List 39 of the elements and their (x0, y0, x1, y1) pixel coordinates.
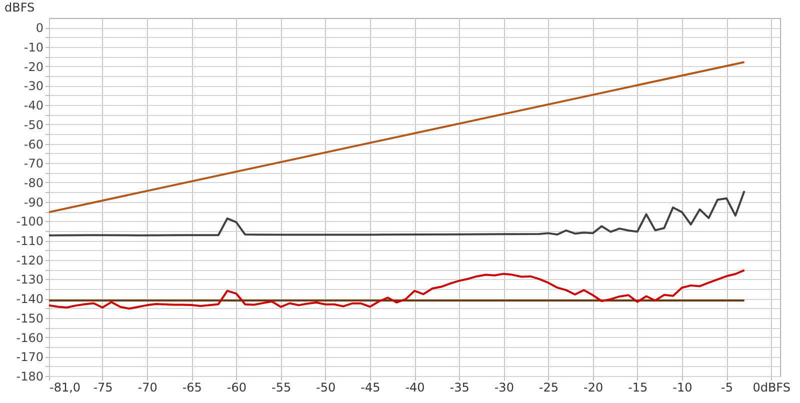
y-axis-title: dBFS (4, 0, 35, 14)
x-tick-label: -15 (628, 380, 648, 394)
y-tick-label: -120 (16, 253, 44, 268)
x-tick-label: -70 (138, 380, 158, 394)
y-tick-label: -70 (24, 156, 44, 171)
x-tick-label: -40 (405, 380, 425, 394)
y-tick-label: -170 (16, 350, 44, 364)
y-tick-label: -10 (24, 40, 44, 55)
y-tick-label: -50 (24, 118, 44, 132)
x-tick-label: -65 (182, 380, 202, 394)
x-tick-label: -20 (583, 380, 604, 394)
x-tick-label: -55 (271, 380, 292, 394)
x-tick-label: -10 (672, 380, 692, 394)
y-tick-label: -140 (16, 292, 44, 306)
x-tick-label: -60 (226, 380, 247, 394)
x-tick-label: -45 (360, 380, 380, 394)
x-tick-label: -75 (93, 380, 113, 394)
x-tick-label: -81,0 (50, 380, 81, 394)
x-tick-label: -5 (721, 380, 733, 394)
x-tick-label: -50 (316, 380, 336, 394)
y-tick-label: -180 (16, 370, 44, 384)
line-series (49, 190, 746, 236)
x-tick-label: -35 (450, 380, 470, 394)
line-series (49, 269, 746, 310)
y-tick-label: -100 (16, 214, 44, 229)
y-tick-label: -60 (24, 137, 44, 152)
x-tick-label: -25 (538, 380, 559, 394)
y-tick-label: -110 (16, 234, 44, 248)
y-tick-label: -150 (16, 311, 44, 326)
y-tick-label: -90 (24, 195, 44, 210)
y-tick-label: -30 (24, 79, 44, 94)
y-tick-label: -20 (24, 60, 44, 74)
y-tick-label: -40 (24, 98, 44, 113)
y-tick-label: -80 (24, 176, 44, 190)
x-tick-label: 0dBFS (752, 380, 790, 394)
y-tick-label: -160 (16, 330, 44, 345)
y-tick-label: 0 (36, 21, 44, 36)
y-tick-label: -130 (16, 272, 44, 287)
x-tick-label: -30 (494, 380, 514, 394)
